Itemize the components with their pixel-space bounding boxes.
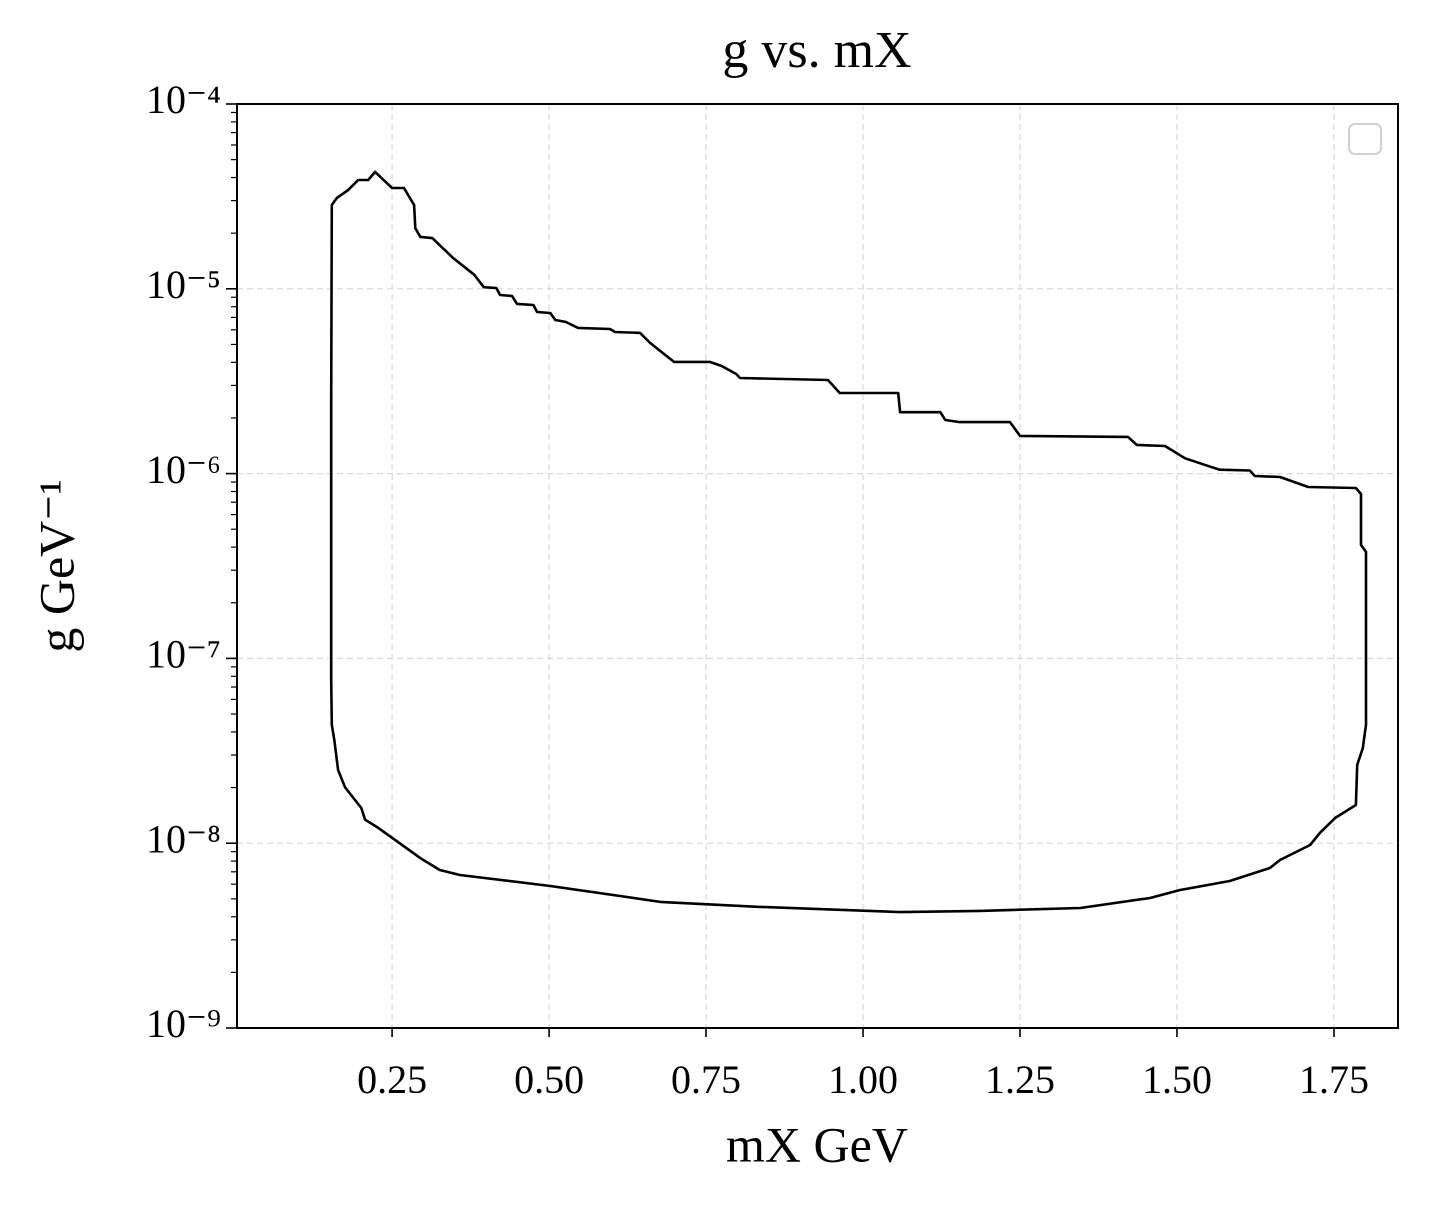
contour-line	[329, 170, 1368, 914]
x-tick-label: 1.25	[985, 1057, 1055, 1102]
y-tick-label: 10⁻⁵	[146, 262, 221, 307]
x-tick-label: 0.75	[671, 1057, 741, 1102]
plot-frame	[236, 103, 1399, 1029]
x-tick-label: 1.00	[828, 1057, 898, 1102]
y-tick-label: 10⁻⁹	[146, 1001, 221, 1046]
y-tick-label: 10⁻⁸	[146, 816, 221, 861]
x-tick-label: 1.50	[1142, 1057, 1212, 1102]
legend-box	[1348, 123, 1382, 155]
y-axis-label: g GeV⁻¹	[28, 479, 84, 652]
y-tick-label: 10⁻⁷	[146, 632, 221, 677]
x-axis-label: mX GeV	[726, 1116, 908, 1172]
x-tick-label: 0.25	[357, 1057, 427, 1102]
x-tick-label: 1.75	[1299, 1057, 1369, 1102]
chart-title: g vs. mX	[722, 22, 911, 79]
y-tick-label: 10⁻⁶	[146, 447, 221, 492]
y-tick-label: 10⁻⁴	[146, 77, 221, 122]
x-tick-label: 0.50	[514, 1057, 584, 1102]
